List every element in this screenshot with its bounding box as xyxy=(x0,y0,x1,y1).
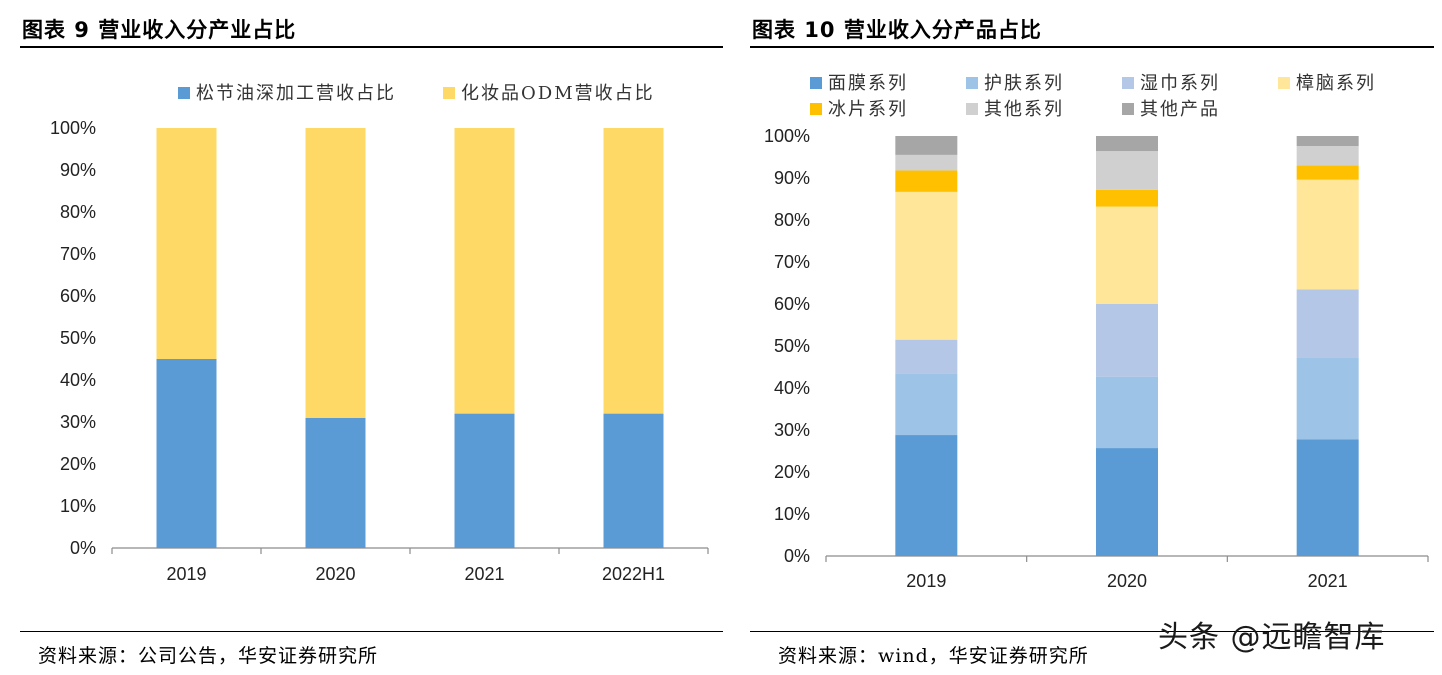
chart2-legend-label-1: 面膜系列 xyxy=(828,73,908,94)
chart2-bar-2019-series6 xyxy=(895,154,958,171)
chart2-legend-swatch-4 xyxy=(1278,77,1290,89)
chart2-category-label: 2019 xyxy=(906,571,946,591)
chart1-bar-2020-series1 xyxy=(305,417,366,548)
left-chart-title: 图表 9 营业收入分产业占比 xyxy=(22,18,297,42)
right-source-note: 资料来源：wind，华安证券研究所 xyxy=(778,645,1089,667)
chart2-category-label: 2021 xyxy=(1308,571,1348,591)
chart1-ytick-label: 10% xyxy=(60,496,96,516)
chart2-ytick-label: 60% xyxy=(774,294,810,314)
chart2-ytick-label: 100% xyxy=(764,126,810,146)
chart1-bar-2019-series2 xyxy=(156,128,217,359)
chart2-bar-2021-series4 xyxy=(1296,179,1359,290)
chart2-ytick-label: 40% xyxy=(774,378,810,398)
chart1-ytick-label: 20% xyxy=(60,454,96,474)
chart1-ytick-label: 80% xyxy=(60,202,96,222)
chart1-legend-swatch-2 xyxy=(443,87,455,99)
right-chart-title: 图表 10 营业收入分产品占比 xyxy=(752,18,1042,42)
chart2-bar-2019-series5 xyxy=(895,170,958,192)
chart1-ytick-label: 100% xyxy=(50,118,96,138)
chart2-bar-2020-series4 xyxy=(1096,206,1158,304)
chart1-bar-2022H1-series2 xyxy=(603,128,664,414)
chart2-legend-label-3: 湿巾系列 xyxy=(1140,73,1220,94)
chart2-ytick-label: 70% xyxy=(774,252,810,272)
chart1-ytick-label: 90% xyxy=(60,160,96,180)
chart2-bar-2019-series3 xyxy=(895,339,958,374)
chart1-legend-swatch-1 xyxy=(178,87,190,99)
chart2-ytick-label: 10% xyxy=(774,504,810,524)
chart2-bar-2021-series5 xyxy=(1296,165,1359,180)
chart2-category-label: 2020 xyxy=(1107,571,1147,591)
chart1-legend-label-1: 松节油深加工营收占比 xyxy=(196,83,396,104)
chart1-ytick-label: 40% xyxy=(60,370,96,390)
chart2-bar-2019-series2 xyxy=(895,373,958,436)
chart2-legend-swatch-7 xyxy=(1122,103,1134,115)
chart2-ytick-label: 50% xyxy=(774,336,810,356)
chart2-bar-2021-series1 xyxy=(1296,439,1359,556)
chart2-legend-label-2: 护肤系列 xyxy=(984,73,1064,94)
chart1-ytick-label: 30% xyxy=(60,412,96,432)
chart2-legend-label-5: 冰片系列 xyxy=(828,99,908,120)
chart2-bar-2020-series1 xyxy=(1096,448,1158,556)
chart1-bar-2021-series2 xyxy=(454,128,515,414)
chart2-bar-2019-series1 xyxy=(895,435,958,556)
chart1-bar-2020-series2 xyxy=(305,128,366,418)
chart2-ytick-label: 20% xyxy=(774,462,810,482)
chart1-ytick-label: 60% xyxy=(60,286,96,306)
chart2-bar-2021-series3 xyxy=(1296,289,1359,358)
watermark-text: 头条 @远瞻智库 xyxy=(1158,620,1386,655)
chart2-legend-swatch-1 xyxy=(810,77,822,89)
chart2-ytick-label: 80% xyxy=(774,210,810,230)
chart2-bar-2021-series6 xyxy=(1296,146,1359,166)
chart1-category-label: 2020 xyxy=(315,564,355,584)
left-source-rule xyxy=(20,631,723,632)
chart2-legend-label-7: 其他产品 xyxy=(1140,99,1220,120)
chart1-bar-2022H1-series1 xyxy=(603,413,664,548)
chart2-bar-2021-series2 xyxy=(1296,357,1359,440)
chart1-category-label: 2022H1 xyxy=(602,564,665,584)
chart1-category-label: 2019 xyxy=(166,564,206,584)
left-source-note: 资料来源：公司公告，华安证券研究所 xyxy=(38,645,379,667)
chart1-bar-2021-series1 xyxy=(454,413,515,548)
chart1-ytick-label: 50% xyxy=(60,328,96,348)
chart2-bar-2020-series5 xyxy=(1096,189,1158,207)
chart2-legend-label-6: 其他系列 xyxy=(984,99,1064,120)
chart2-bar-2019-series7 xyxy=(895,136,958,155)
chart1-legend-label-2: 化妆品ODM营收占比 xyxy=(461,83,655,104)
chart1-ytick-label: 70% xyxy=(60,244,96,264)
chart1-ytick-label: 0% xyxy=(70,538,96,558)
right-title-rule xyxy=(750,46,1434,48)
chart1-bar-2019-series1 xyxy=(156,359,217,548)
chart2-bar-2019-series4 xyxy=(895,191,958,340)
chart2-ytick-label: 90% xyxy=(774,168,810,188)
chart2-bar-2021-series7 xyxy=(1296,136,1359,147)
chart2-legend-swatch-3 xyxy=(1122,77,1134,89)
chart2-ytick-label: 30% xyxy=(774,420,810,440)
chart2-legend-swatch-6 xyxy=(966,103,978,115)
chart2-legend-swatch-5 xyxy=(810,103,822,115)
chart2-bar-2020-series2 xyxy=(1096,376,1158,449)
chart2-ytick-label: 0% xyxy=(784,546,810,566)
chart2-bar-2020-series7 xyxy=(1096,136,1158,152)
chart2-legend-label-4: 樟脑系列 xyxy=(1296,73,1376,94)
chart2-bar-2020-series3 xyxy=(1096,304,1158,377)
right-source-rule xyxy=(750,631,1434,632)
chart2-legend-swatch-2 xyxy=(966,77,978,89)
left-title-rule xyxy=(20,46,723,48)
chart2-bar-2020-series6 xyxy=(1096,151,1158,190)
chart1-category-label: 2021 xyxy=(464,564,504,584)
